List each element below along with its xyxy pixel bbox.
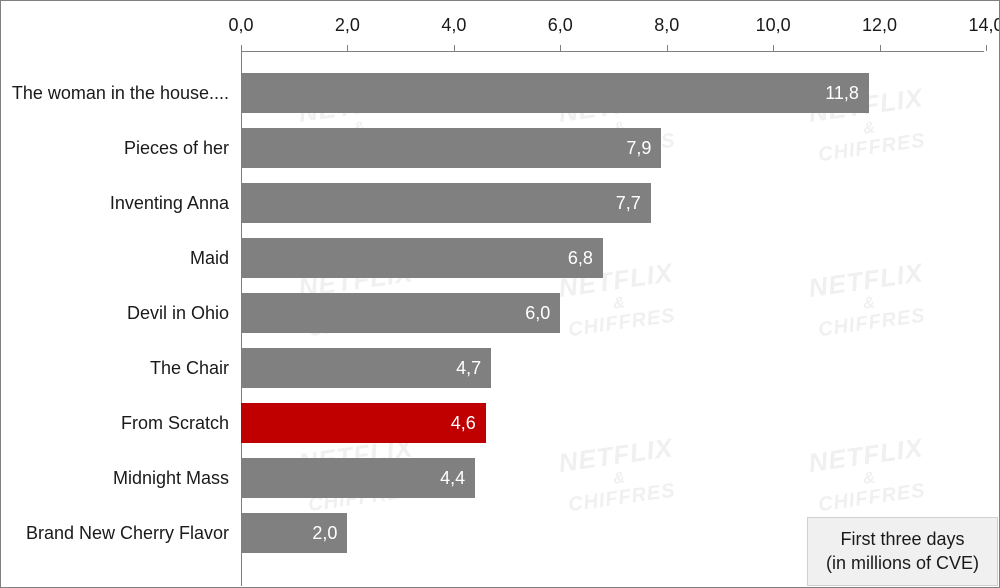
bar-row: Pieces of her7,9 [241, 128, 661, 168]
bar-value-label: 7,9 [626, 138, 661, 159]
bar: 7,7 [241, 183, 651, 223]
bar-value-label: 4,4 [440, 468, 475, 489]
bar-row: Devil in Ohio6,0 [241, 293, 560, 333]
category-label: Maid [190, 248, 229, 269]
legend-box: First three days (in millions of CVE) [807, 517, 998, 586]
chart-container: NETFLIX&CHIFFRESNETFLIX&CHIFFRESNETFLIX&… [0, 0, 1000, 588]
bar-row: From Scratch4,6 [241, 403, 486, 443]
bar: 4,4 [241, 458, 475, 498]
bar-row: The woman in the house....11,8 [241, 73, 869, 113]
x-tick [560, 45, 561, 51]
bar-row: The Chair4,7 [241, 348, 491, 388]
bar-value-label: 7,7 [616, 193, 651, 214]
category-label: Brand New Cherry Flavor [26, 523, 229, 544]
category-label: Pieces of her [124, 138, 229, 159]
x-tick [880, 45, 881, 51]
x-tick [773, 45, 774, 51]
x-tick-label: 10,0 [756, 15, 791, 36]
category-label: The Chair [150, 358, 229, 379]
x-tick [986, 45, 987, 51]
bar: 6,0 [241, 293, 560, 333]
category-label: Devil in Ohio [127, 303, 229, 324]
x-tick-label: 6,0 [548, 15, 573, 36]
category-label: From Scratch [121, 413, 229, 434]
bar-row: Midnight Mass4,4 [241, 458, 475, 498]
x-tick [667, 45, 668, 51]
bar-value-label: 11,8 [825, 83, 869, 104]
bar-value-label: 2,0 [312, 523, 347, 544]
category-label: Inventing Anna [110, 193, 229, 214]
x-tick-label: 12,0 [862, 15, 897, 36]
bar-value-label: 6,8 [568, 248, 603, 269]
category-label: Midnight Mass [113, 468, 229, 489]
bar: 6,8 [241, 238, 603, 278]
bar-row: Brand New Cherry Flavor2,0 [241, 513, 347, 553]
x-tick [454, 45, 455, 51]
legend-line-1: First three days [826, 528, 979, 551]
bar-value-label: 4,6 [451, 413, 486, 434]
x-tick-label: 8,0 [654, 15, 679, 36]
bar: 7,9 [241, 128, 661, 168]
plot-area: 0,02,04,06,08,010,012,014,0 The woman in… [241, 1, 984, 586]
bar: 11,8 [241, 73, 869, 113]
x-tick-label: 2,0 [335, 15, 360, 36]
bar: 4,6 [241, 403, 486, 443]
x-axis-line [241, 51, 984, 52]
x-tick [241, 45, 242, 51]
bar-row: Maid6,8 [241, 238, 603, 278]
bar-value-label: 6,0 [525, 303, 560, 324]
x-tick-label: 0,0 [228, 15, 253, 36]
bar-row: Inventing Anna7,7 [241, 183, 651, 223]
bar: 4,7 [241, 348, 491, 388]
bar: 2,0 [241, 513, 347, 553]
x-tick-label: 14,0 [968, 15, 1000, 36]
category-label: The woman in the house.... [12, 83, 229, 104]
x-tick [347, 45, 348, 51]
bar-value-label: 4,7 [456, 358, 491, 379]
x-tick-label: 4,0 [441, 15, 466, 36]
legend-line-2: (in millions of CVE) [826, 552, 979, 575]
